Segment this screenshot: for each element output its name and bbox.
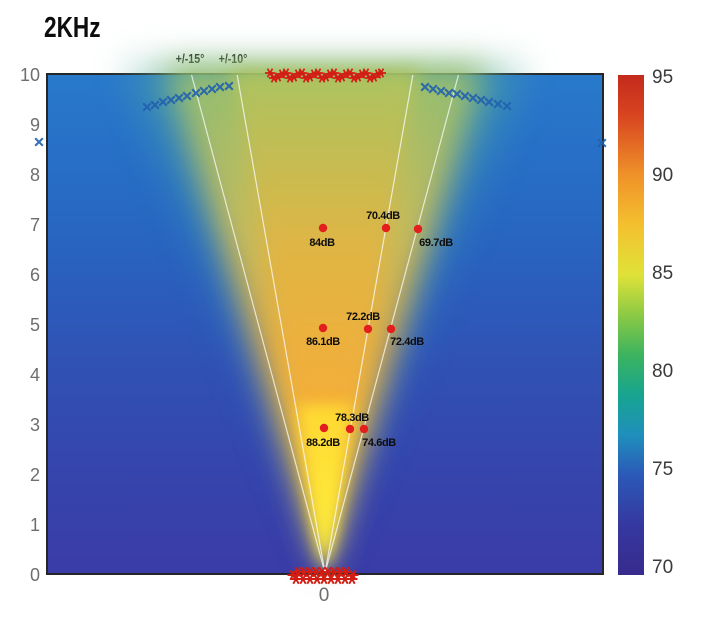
measurement-db-label: 72.2dB — [346, 311, 380, 323]
red-asterisk-marker-top — [293, 69, 303, 79]
measurement-dot — [318, 223, 328, 233]
red-asterisk-marker-top — [325, 69, 335, 79]
blue-x-marker-right — [436, 86, 446, 96]
plot-area: 84dB 70.4dB 69.7dB 86.1dB 72.2dB 72.4dB 88.2dB… — [34, 65, 607, 585]
x-tick-label: 0 — [318, 585, 330, 606]
blue-x-marker-right — [484, 97, 494, 107]
red-asterisk-marker-source — [347, 569, 359, 581]
measurement-db-label: 84dB — [309, 237, 335, 249]
colorbar-tick-label: 70 — [652, 557, 674, 578]
red-asterisk-marker-top — [285, 73, 295, 83]
blue-x-marker-right — [476, 95, 486, 105]
y-tick-label: 2 — [29, 465, 40, 485]
blue-x-marker-right — [420, 82, 430, 92]
beam-heat-cone — [125, 65, 525, 573]
beam-heatmap-plot: 84dB 70.4dB 69.7dB 86.1dB 72.2dB 72.4dB 88.2dB… — [34, 65, 607, 585]
measurement-db-label: 72.4dB — [390, 336, 424, 348]
y-tick-label: 10 — [19, 65, 40, 85]
y-tick-label: 1 — [29, 515, 40, 535]
red-asterisk-marker-top — [265, 68, 275, 78]
blue-x-marker-left — [142, 102, 152, 112]
blue-x-marker-left — [224, 81, 234, 91]
blue-x-marker-right — [444, 88, 454, 98]
measurement-dot — [381, 223, 391, 233]
blue-x-marker-right — [452, 89, 462, 99]
blue-x-marker-left — [182, 91, 192, 101]
red-asterisk-marker-top — [357, 69, 367, 79]
blue-x-marker-right — [428, 84, 438, 94]
blue-x-marker-left — [166, 95, 176, 105]
measurement-db-label: 88.2dB — [306, 437, 340, 449]
measurement-db-label: 86.1dB — [306, 336, 340, 348]
colorbar-tick-label: 85 — [652, 263, 674, 284]
red-asterisk-marker-top — [277, 69, 287, 79]
measurement-db-label: 70.4dB — [366, 210, 400, 222]
beam-guide-line-10deg — [236, 74, 326, 574]
red-asterisk-marker-top — [301, 73, 311, 83]
red-asterisk-marker-source — [287, 569, 299, 581]
red-asterisk-marker-top — [349, 73, 359, 83]
blue-x-marker-right — [502, 101, 512, 111]
measurement-dot — [318, 323, 328, 333]
measurement-db-label: 69.7dB — [419, 237, 453, 249]
chart-title: 2KHz — [44, 12, 101, 44]
beam-guide-line-15deg — [324, 74, 460, 574]
colorbar-tick-label: 80 — [652, 361, 674, 382]
angle-label-15deg: +/-15° — [175, 52, 205, 66]
colorbar-tick-label: 95 — [652, 67, 674, 88]
blue-x-marker-left — [158, 97, 168, 107]
blue-x-marker-left — [150, 100, 160, 110]
red-asterisk-marker-top — [341, 69, 351, 79]
colorbar-tick-label: 90 — [652, 165, 674, 186]
red-asterisk-marker-top — [333, 73, 343, 83]
measurement-dot — [359, 424, 369, 434]
red-asterisk-marker-top — [309, 69, 319, 79]
y-tick-label: 8 — [29, 165, 40, 185]
red-asterisk-marker-top — [317, 73, 327, 83]
measurement-dot — [413, 224, 423, 234]
measurement-db-label: 74.6dB — [362, 437, 396, 449]
red-asterisk-marker-top — [269, 73, 279, 83]
blue-x-marker-left — [174, 93, 184, 103]
y-tick-label: 9 — [29, 115, 40, 135]
blue-x-marker-left — [191, 88, 201, 98]
y-tick-label: 5 — [29, 315, 40, 335]
measurement-db-label: 78.3dB — [335, 412, 369, 424]
y-tick-label: 0 — [29, 565, 40, 585]
blue-x-marker-edge — [597, 138, 607, 148]
blue-x-marker-right — [468, 93, 478, 103]
red-asterisk-marker-top — [365, 73, 375, 83]
y-tick-label: 4 — [29, 365, 40, 385]
colorbar-tick-label: 75 — [652, 459, 674, 480]
blue-x-marker-right — [493, 99, 503, 109]
blue-x-marker-edge — [34, 137, 44, 147]
measurement-dot — [319, 423, 329, 433]
colorbar — [618, 75, 644, 575]
blue-x-marker-left — [199, 86, 209, 96]
measurement-dot — [386, 324, 396, 334]
y-tick-label: 3 — [29, 415, 40, 435]
measurement-dot — [363, 324, 373, 334]
y-tick-label: 7 — [29, 215, 40, 235]
y-tick-label: 6 — [29, 265, 40, 285]
red-asterisk-marker-top — [373, 69, 383, 79]
beam-guide-line-10deg — [324, 74, 414, 574]
blue-x-marker-right — [460, 91, 470, 101]
beam-guide-line-15deg — [190, 74, 326, 574]
blue-x-marker-left — [207, 84, 217, 94]
angle-label-10deg: +/-10° — [218, 52, 248, 66]
blue-x-marker-left — [215, 82, 225, 92]
measurement-dot — [345, 424, 355, 434]
